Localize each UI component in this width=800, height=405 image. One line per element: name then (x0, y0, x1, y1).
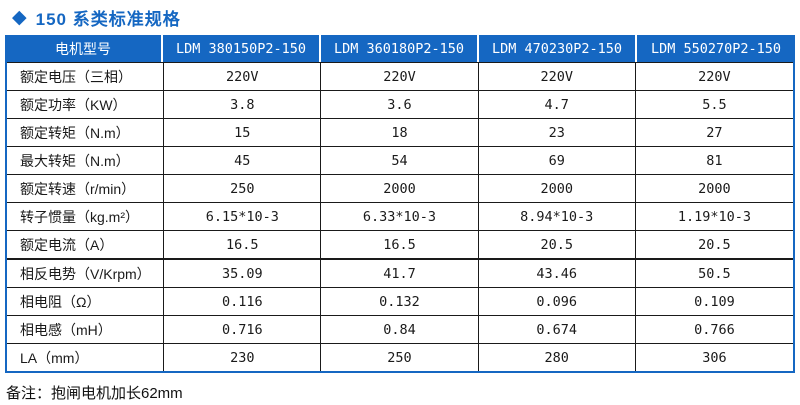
header-cell-model-1: LDM 380150P2-150 (163, 35, 321, 62)
spec-value-cell: 8.94*10-3 (479, 203, 636, 230)
spec-value-cell: 0.716 (164, 316, 322, 343)
row-label: 额定转矩（N.m） (7, 119, 165, 146)
table-row: 额定功率（KW） 3.8 3.6 4.7 5.5 (7, 90, 793, 118)
spec-value-cell: 280 (479, 344, 636, 371)
spec-value-cell: 230 (164, 344, 322, 371)
spec-value-cell: 20.5 (479, 231, 636, 258)
spec-value-cell: 2000 (698, 180, 731, 197)
page-title: ◆ 150 系类标准规格 (12, 5, 800, 29)
spec-value-cell: 250 (321, 344, 479, 371)
spec-value-cell: 81 (706, 152, 723, 169)
spec-value-cell: 23 (479, 119, 636, 146)
spec-value-cell: 6.15*10-3 (164, 203, 322, 230)
spec-value-cell: 27 (706, 124, 723, 141)
spec-value-cell: 250 (164, 175, 322, 202)
table-row: 相电阻（Ω） 0.116 0.132 0.096 0.109 (7, 287, 793, 315)
spec-value-cell: 220V (479, 63, 636, 90)
diamond-icon: ◆ (12, 6, 27, 28)
spec-value-cell: 43.46 (479, 260, 636, 287)
table-row: 相电感（mH） 0.716 0.84 0.674 0.766 (7, 315, 793, 343)
table-row: 相反电势（V/Krpm） 35.09 41.7 43.46 50.5 (7, 258, 793, 287)
spec-value-cell: 5.5 (702, 96, 727, 113)
table-row: 额定电压（三相） 220V 220V 220V 220V (7, 62, 793, 90)
table-row: 最大转矩（N.m） 45 54 69 81 (7, 146, 793, 174)
spec-value-cell: 41.7 (321, 260, 479, 287)
table-row: 额定转速（r/min） 250 2000 2000 2000 (7, 174, 793, 202)
spec-value-cell: 3.6 (321, 91, 479, 118)
spec-sheet-page: ◆ 150 系类标准规格 电机型号 LDM 380150P2-150 LDM 3… (0, 5, 800, 405)
table-row: LA（mm） 230 250 280 306 (7, 343, 793, 371)
table-header-row: 电机型号 LDM 380150P2-150 LDM 360180P2-150 L… (5, 35, 795, 62)
spec-value-cell: 0.84 (321, 316, 479, 343)
spec-value-cell: 35.09 (164, 260, 322, 287)
header-cell-model-3: LDM 470230P2-150 (479, 35, 637, 62)
spec-table: 电机型号 LDM 380150P2-150 LDM 360180P2-150 L… (5, 35, 795, 373)
spec-value-cell: 0.132 (321, 288, 479, 315)
table-row: 额定电流（A） 16.5 16.5 20.5 20.5 (7, 230, 793, 258)
spec-value-cell: 69 (479, 147, 636, 174)
row-label: 相电感（mH） (7, 316, 165, 343)
table-row: 转子惯量（kg.m²） 6.15*10-3 6.33*10-3 8.94*10-3 1.… (7, 202, 793, 230)
header-cell-model-4: LDM 550270P2-150 (637, 35, 795, 62)
spec-value-cell: 2000 (479, 175, 636, 202)
spec-value-cell: 16.5 (321, 231, 479, 258)
spec-value-cell: 6.33*10-3 (321, 203, 479, 230)
spec-value-cell: 15 (164, 119, 322, 146)
spec-value-cell: 220V (698, 68, 731, 85)
spec-value-cell: 0.096 (479, 288, 636, 315)
table-row: 额定转矩（N.m） 15 18 23 27 (7, 118, 793, 146)
spec-value-cell: 0.116 (164, 288, 322, 315)
row-label: 最大转矩（N.m） (7, 147, 165, 174)
spec-value-cell: 20.5 (698, 236, 731, 253)
spec-value-cell: 220V (164, 63, 322, 90)
footer-note: 备注：抱闸电机加长62mm (6, 385, 183, 402)
row-label: 相电阻（Ω） (7, 288, 165, 315)
spec-value-cell: 0.674 (479, 316, 636, 343)
spec-value-cell: 3.8 (164, 91, 322, 118)
spec-value-cell: 4.7 (479, 91, 636, 118)
spec-value-cell: 2000 (321, 175, 479, 202)
spec-value-cell: 220V (321, 63, 479, 90)
spec-value-cell: 0.109 (694, 293, 735, 310)
row-label: 额定功率（KW） (7, 91, 165, 118)
header-cell-model-2: LDM 360180P2-150 (321, 35, 479, 62)
row-label: LA（mm） (7, 344, 165, 371)
row-label: 额定转速（r/min） (7, 175, 165, 202)
row-label: 额定电流（A） (7, 231, 165, 258)
spec-value-cell: 0.766 (694, 321, 735, 338)
row-label: 相反电势（V/Krpm） (7, 260, 165, 287)
spec-table-body: 额定电压（三相） 220V 220V 220V 220V 额定功率（KW） 3.8 3.6 4.… (5, 62, 795, 373)
header-cell-motor-model: 电机型号 (5, 35, 163, 62)
spec-value-cell: 18 (321, 119, 479, 146)
spec-value-cell: 1.19*10-3 (677, 208, 751, 225)
page-title-label: 150 系类标准规格 (35, 9, 181, 29)
spec-value-cell: 45 (164, 147, 322, 174)
spec-value-cell: 50.5 (698, 265, 731, 282)
row-label: 转子惯量（kg.m²） (7, 203, 165, 230)
spec-value-cell: 306 (702, 349, 727, 366)
row-label: 额定电压（三相） (7, 63, 165, 90)
spec-value-cell: 54 (321, 147, 479, 174)
spec-value-cell: 16.5 (164, 231, 322, 258)
